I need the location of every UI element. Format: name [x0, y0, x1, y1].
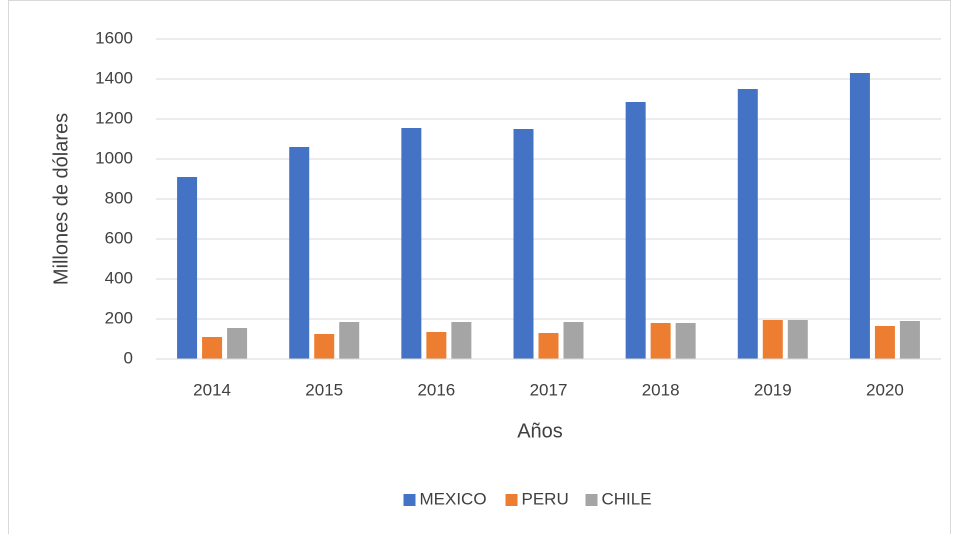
bar: [451, 322, 472, 359]
legend-swatch: [585, 494, 598, 506]
bar: [339, 322, 360, 359]
y-tick-label: 1200: [95, 108, 133, 127]
bar: [650, 323, 671, 359]
bar: [426, 332, 447, 359]
bar: [314, 334, 335, 359]
bar: [737, 89, 758, 359]
bar: [202, 337, 223, 359]
bar: [538, 333, 559, 359]
legend-label: PERU: [522, 489, 569, 508]
bar: [513, 129, 534, 359]
x-tick-label: 2015: [305, 380, 343, 399]
x-tick-label: 2018: [642, 380, 680, 399]
y-tick-label: 600: [105, 228, 133, 247]
x-tick-label: 2017: [530, 380, 568, 399]
y-tick-label: 1400: [95, 68, 133, 87]
legend-swatch: [505, 494, 518, 506]
legend-label: MEXICO: [420, 489, 487, 508]
x-tick-label: 2016: [417, 380, 455, 399]
bar: [625, 102, 646, 359]
x-tick-label: 2019: [754, 380, 792, 399]
bar: [899, 321, 920, 359]
legend-swatch: [403, 494, 416, 506]
y-tick-label: 800: [105, 188, 133, 207]
bar: [177, 177, 198, 359]
bar: [874, 326, 895, 359]
x-axis-title: Años: [517, 420, 563, 442]
bar: [787, 320, 808, 359]
x-tick-label: 2020: [866, 380, 904, 399]
y-tick-label: 0: [124, 348, 133, 367]
legend-label: CHILE: [602, 489, 652, 508]
y-tick-label: 1600: [95, 28, 133, 47]
y-tick-label: 400: [105, 268, 133, 287]
bar: [849, 73, 870, 359]
chart-frame: [8, 0, 951, 534]
x-tick-label: 2014: [193, 380, 231, 399]
y-tick-label: 200: [105, 308, 133, 327]
bar: [289, 147, 310, 359]
y-axis-title: Millones de dólares: [50, 113, 72, 285]
bar: [401, 128, 422, 359]
bar: [675, 323, 696, 359]
bar: [762, 320, 783, 359]
bar: [563, 322, 584, 359]
bar: [227, 328, 248, 359]
y-tick-label: 1000: [95, 148, 133, 167]
